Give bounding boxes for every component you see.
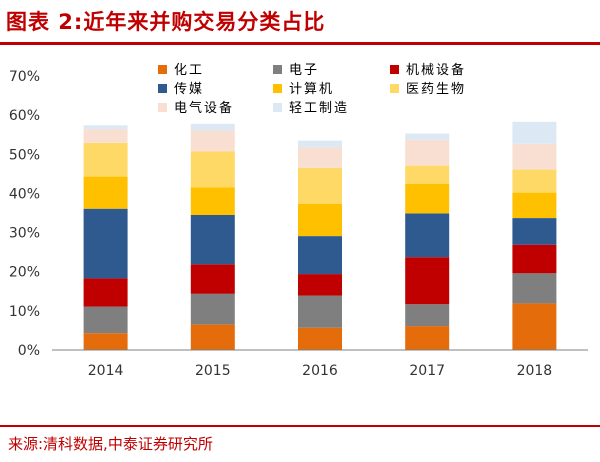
legend-swatch — [273, 84, 282, 93]
legend-swatch — [273, 103, 282, 112]
source-divider — [0, 425, 600, 427]
legend-label: 传媒 — [174, 82, 204, 97]
bar-segment-2018-7 — [512, 121, 557, 144]
bar-segment-2014-4 — [83, 176, 128, 209]
bar-segment-2016-3 — [298, 236, 342, 275]
source-note: 来源:清科数据,中泰证券研究所 — [8, 435, 213, 453]
bar-segment-2014-5 — [83, 142, 128, 177]
bar-segment-2018-3 — [512, 218, 557, 245]
y-tick-label: 40% — [9, 186, 40, 202]
bar-segment-2017-2 — [405, 257, 450, 305]
x-tick-label: 2015 — [195, 363, 231, 379]
y-tick-label: 70% — [9, 69, 40, 85]
bar-segment-2018-2 — [512, 244, 557, 274]
bar-segment-2017-1 — [405, 304, 450, 327]
bar-segment-2015-7 — [190, 123, 235, 131]
y-tick-label: 10% — [9, 304, 40, 320]
legend-swatch — [273, 65, 282, 74]
bar-segment-2016-2 — [298, 274, 342, 296]
legend-label: 化工 — [174, 63, 204, 78]
title-divider — [0, 42, 600, 45]
y-tick-label: 50% — [9, 147, 40, 163]
x-tick-label: 2016 — [302, 363, 338, 379]
bar-segment-2015-3 — [190, 215, 235, 265]
y-tick-label: 0% — [18, 343, 40, 359]
legend-label: 电气设备 — [174, 100, 234, 116]
bar-segment-2016-4 — [298, 204, 342, 237]
bar-segment-2017-0 — [405, 326, 450, 350]
bars — [83, 121, 557, 350]
legend-swatch — [390, 65, 399, 74]
bar-segment-2017-4 — [405, 184, 450, 214]
x-tick-label: 2018 — [517, 363, 553, 379]
legend-swatch — [158, 84, 167, 93]
bar-segment-2015-2 — [190, 264, 235, 294]
legend-label: 电子 — [289, 63, 319, 78]
bar-segment-2015-6 — [190, 130, 235, 152]
bar-segment-2014-0 — [83, 333, 128, 350]
legend-swatch — [158, 65, 167, 74]
bar-segment-2016-6 — [298, 147, 342, 168]
bar-segment-2016-0 — [298, 327, 342, 350]
bar-segment-2014-3 — [83, 208, 128, 279]
bar-segment-2014-7 — [83, 125, 128, 130]
bar-segment-2018-1 — [512, 273, 557, 304]
x-tick-label: 2014 — [88, 363, 124, 379]
y-tick-label: 60% — [9, 108, 40, 124]
bar-segment-2017-7 — [405, 133, 450, 140]
x-tick-label: 2017 — [409, 363, 445, 379]
bar-segment-2014-6 — [83, 129, 128, 143]
legend-swatch — [158, 103, 167, 112]
x-axis-tick-labels: 2014 2015 2016 2017 2018 — [88, 363, 552, 379]
bar-segment-2018-0 — [512, 303, 557, 350]
bar-segment-2015-4 — [190, 187, 235, 215]
bar-segment-2016-5 — [298, 168, 342, 204]
bar-segment-2016-7 — [298, 140, 342, 148]
bar-segment-2017-3 — [405, 213, 450, 258]
bar-segment-2017-5 — [405, 165, 450, 184]
legend-label: 轻工制造 — [289, 101, 349, 116]
y-tick-label: 20% — [9, 265, 40, 281]
bar-segment-2018-6 — [512, 143, 557, 170]
y-axis-tick-labels: 0% 10% 20% 30% 40% 50% 60% 70% — [9, 69, 40, 359]
bar-segment-2015-1 — [190, 293, 235, 325]
legend-label: 医药生物 — [406, 82, 466, 97]
bar-segment-2015-5 — [190, 151, 235, 188]
y-tick-label: 30% — [9, 226, 40, 242]
bar-segment-2014-2 — [83, 278, 128, 307]
bar-segment-2014-1 — [83, 306, 128, 334]
bar-segment-2016-1 — [298, 295, 342, 328]
bar-segment-2018-4 — [512, 192, 557, 218]
bar-segment-2017-6 — [405, 139, 450, 166]
legend-swatch — [390, 84, 399, 93]
chart-title: 图表 2:近年来并购交易分类占比 — [6, 10, 326, 34]
legend-label: 机械设备 — [406, 62, 466, 78]
legend-label: 计算机 — [289, 82, 334, 97]
bar-segment-2015-0 — [190, 324, 235, 350]
bar-segment-2018-5 — [512, 169, 557, 193]
